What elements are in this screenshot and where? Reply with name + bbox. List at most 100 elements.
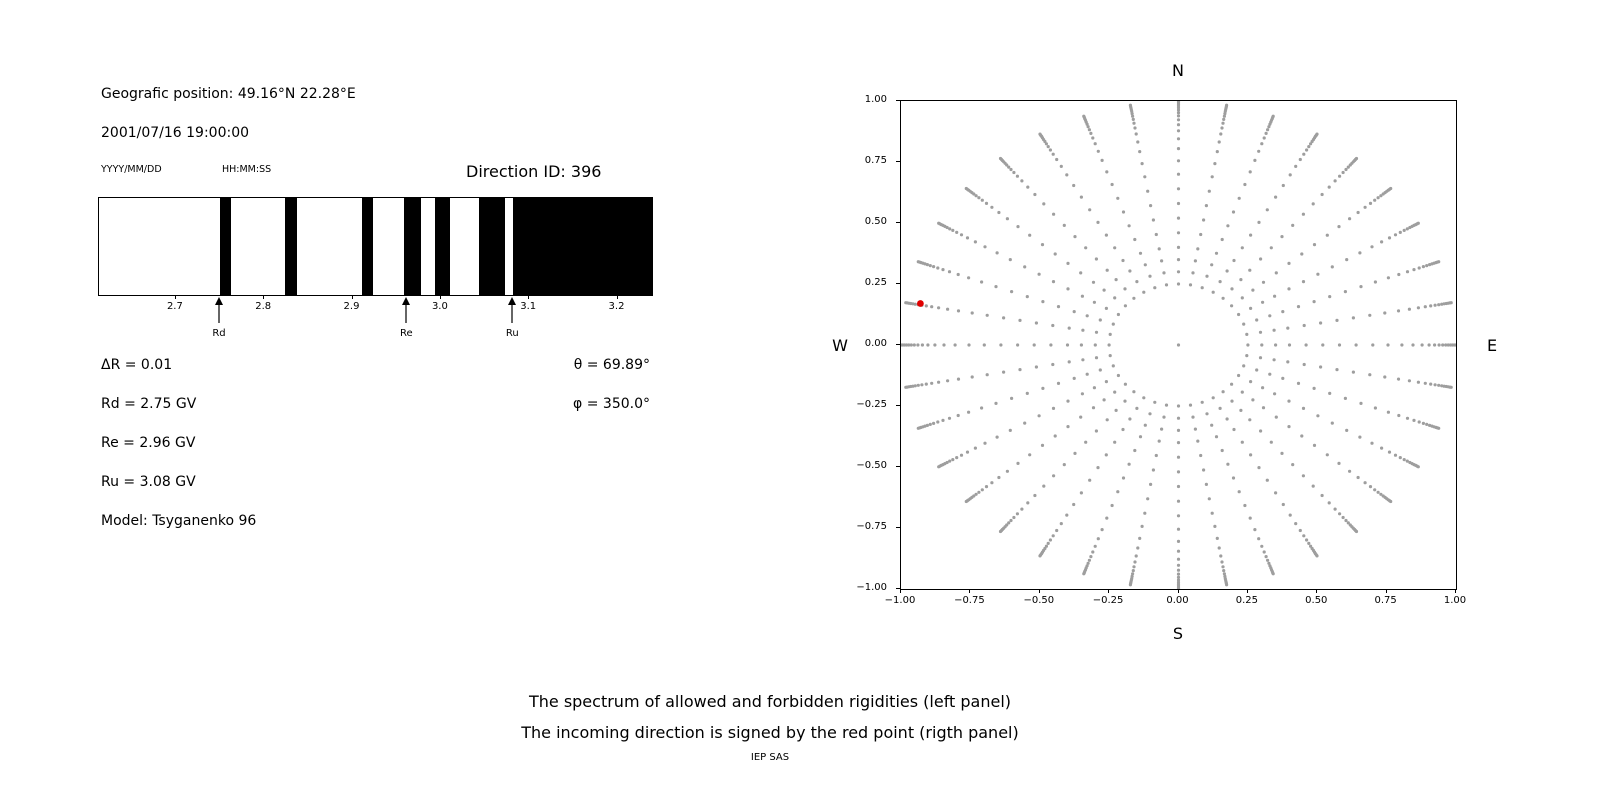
direction-point — [1176, 539, 1181, 543]
direction-point — [1396, 309, 1401, 313]
forbidden-band — [513, 198, 652, 295]
direction-point — [1207, 497, 1211, 501]
direction-point — [1188, 283, 1193, 287]
direction-point — [904, 301, 908, 305]
direction-point — [1193, 427, 1197, 431]
direction-point — [1105, 516, 1109, 520]
direction-point — [1262, 136, 1266, 140]
marker-label: Ru — [505, 328, 519, 339]
direction-point — [1373, 406, 1377, 410]
direction-point — [925, 263, 929, 267]
direction-point — [1131, 114, 1135, 118]
direction-point — [946, 307, 950, 311]
direction-point — [924, 304, 928, 308]
direction-point — [1128, 269, 1132, 273]
direction-point — [1416, 306, 1420, 310]
direction-point — [1146, 189, 1150, 193]
direction-point — [1048, 538, 1052, 542]
direction-point — [1176, 147, 1181, 151]
direction-point — [1002, 370, 1006, 374]
direction-point — [1073, 235, 1077, 239]
x-tick-label: 3.1 — [520, 301, 537, 312]
direction-point — [1135, 280, 1139, 284]
direction-point — [998, 529, 1003, 534]
direction-point — [1281, 376, 1285, 380]
direction-point — [1113, 440, 1117, 444]
direction-point — [1020, 507, 1024, 511]
direction-point — [1294, 164, 1298, 168]
direction-point — [1302, 534, 1306, 538]
direction-point — [1320, 493, 1324, 498]
direction-point — [1305, 538, 1309, 542]
direction-point — [1176, 527, 1181, 531]
direction-point — [1396, 377, 1401, 381]
direction-point — [1311, 484, 1315, 488]
direction-point — [1210, 511, 1214, 515]
direction-point — [1204, 204, 1208, 208]
compass-east-label: E — [1486, 336, 1498, 355]
direction-point — [1425, 422, 1429, 426]
direction-point — [1176, 129, 1181, 133]
direction-point — [1315, 554, 1319, 558]
direction-point — [1140, 162, 1144, 166]
direction-point — [1164, 283, 1169, 287]
direction-point — [1260, 142, 1264, 146]
incoming-direction-red-point — [917, 300, 924, 307]
direction-point — [1005, 217, 1009, 221]
direction-point — [1066, 287, 1070, 291]
direction-point — [967, 276, 971, 280]
direction-point — [1107, 343, 1111, 347]
direction-point — [1128, 103, 1132, 107]
ru-text: Ru = 3.08 GV — [101, 474, 196, 490]
direction-point — [1316, 414, 1320, 418]
direction-point — [1153, 400, 1157, 404]
direction-point — [1065, 343, 1070, 347]
direction-point — [982, 343, 986, 347]
direction-point — [1135, 406, 1139, 410]
x-tick-label: 0.50 — [1305, 595, 1328, 606]
direction-point — [1429, 304, 1433, 308]
direction-point — [1110, 503, 1114, 508]
direction-point — [1012, 170, 1016, 175]
direction-point — [1269, 246, 1273, 250]
direction-point — [1281, 183, 1285, 188]
x-tick-mark — [1385, 589, 1387, 593]
direction-point — [1416, 221, 1420, 225]
direction-point — [956, 377, 961, 381]
direction-point — [984, 485, 989, 489]
direction-point — [1249, 306, 1253, 310]
up-arrow-icon — [215, 297, 223, 323]
direction-point — [1176, 270, 1181, 274]
direction-point — [1091, 406, 1096, 410]
direction-point — [916, 343, 920, 347]
direction-point — [1330, 265, 1334, 269]
direction-point — [1221, 565, 1225, 569]
direction-point — [1274, 271, 1278, 275]
forbidden-band — [403, 198, 422, 295]
direction-point — [1081, 328, 1085, 332]
direction-point — [955, 230, 959, 234]
direction-point — [1351, 370, 1355, 374]
direction-point — [1248, 516, 1252, 520]
direction-point — [1067, 360, 1071, 364]
direction-x-axis: −1.00 −0.75 −0.50 −0.25 0.00 0.25 0.50 0.75 1.00 — [885, 589, 1466, 611]
direction-point — [1044, 142, 1048, 146]
direction-point — [1121, 427, 1125, 432]
direction-point — [1405, 227, 1409, 231]
forbidden-band — [434, 198, 450, 295]
direction-point — [1243, 182, 1247, 187]
direction-point — [1359, 285, 1363, 289]
direction-point — [994, 401, 998, 405]
direction-point — [1225, 269, 1229, 273]
direction-point — [1220, 560, 1224, 564]
direction-point — [1176, 118, 1181, 122]
direction-point — [937, 380, 941, 384]
direction-point — [1123, 304, 1127, 308]
direction-point — [1371, 343, 1375, 347]
direction-point — [1298, 528, 1302, 533]
direction-point — [1338, 174, 1342, 178]
direction-point — [1056, 305, 1061, 309]
direction-point — [1149, 204, 1153, 208]
direction-point — [1226, 224, 1230, 228]
direction-point — [1138, 435, 1143, 439]
